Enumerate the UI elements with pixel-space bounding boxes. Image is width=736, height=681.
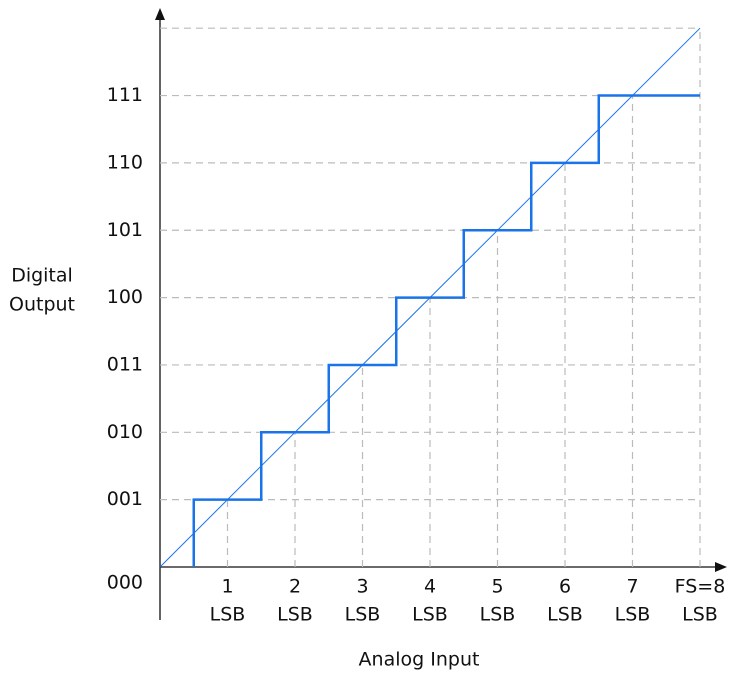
- x-tick-unit: LSB: [480, 604, 516, 626]
- x-axis-arrow: [715, 562, 727, 572]
- x-tick-label: 1: [221, 576, 233, 598]
- y-tick-label: 011: [107, 353, 143, 375]
- y-axis-title: Output: [9, 294, 75, 316]
- series-line: [192, 94, 700, 567]
- y-tick-label: 110: [107, 151, 143, 173]
- x-tick-label: 2: [289, 576, 301, 598]
- series-line: [159, 27, 701, 568]
- x-tick-unit: LSB: [412, 604, 448, 626]
- y-tick-label: 101: [107, 219, 143, 241]
- y-tick-label: 100: [107, 286, 143, 308]
- y-tick-label: 111: [107, 84, 143, 106]
- x-tick-label: 3: [356, 576, 368, 598]
- x-tick-label: 7: [626, 576, 638, 598]
- y-axis-title: Digital: [11, 265, 73, 287]
- x-tick-label: 6: [559, 576, 571, 598]
- x-tick-unit: LSB: [210, 604, 246, 626]
- x-tick-label: 5: [491, 576, 503, 598]
- x-tick-unit: LSB: [615, 604, 651, 626]
- x-tick-unit: LSB: [547, 604, 583, 626]
- x-tick-label: 4: [424, 576, 436, 598]
- x-tick-unit: LSB: [277, 604, 313, 626]
- x-tick-unit: LSB: [345, 604, 381, 626]
- y-tick-label: 010: [107, 421, 143, 443]
- y-axis-arrow: [155, 8, 165, 20]
- x-tick-unit: LSB: [682, 604, 718, 626]
- x-axis-title: Analog Input: [359, 649, 480, 671]
- x-tick-label: FS=8: [675, 576, 726, 598]
- y-tick-label: 001: [107, 488, 143, 510]
- y-tick-label: 000: [107, 572, 143, 594]
